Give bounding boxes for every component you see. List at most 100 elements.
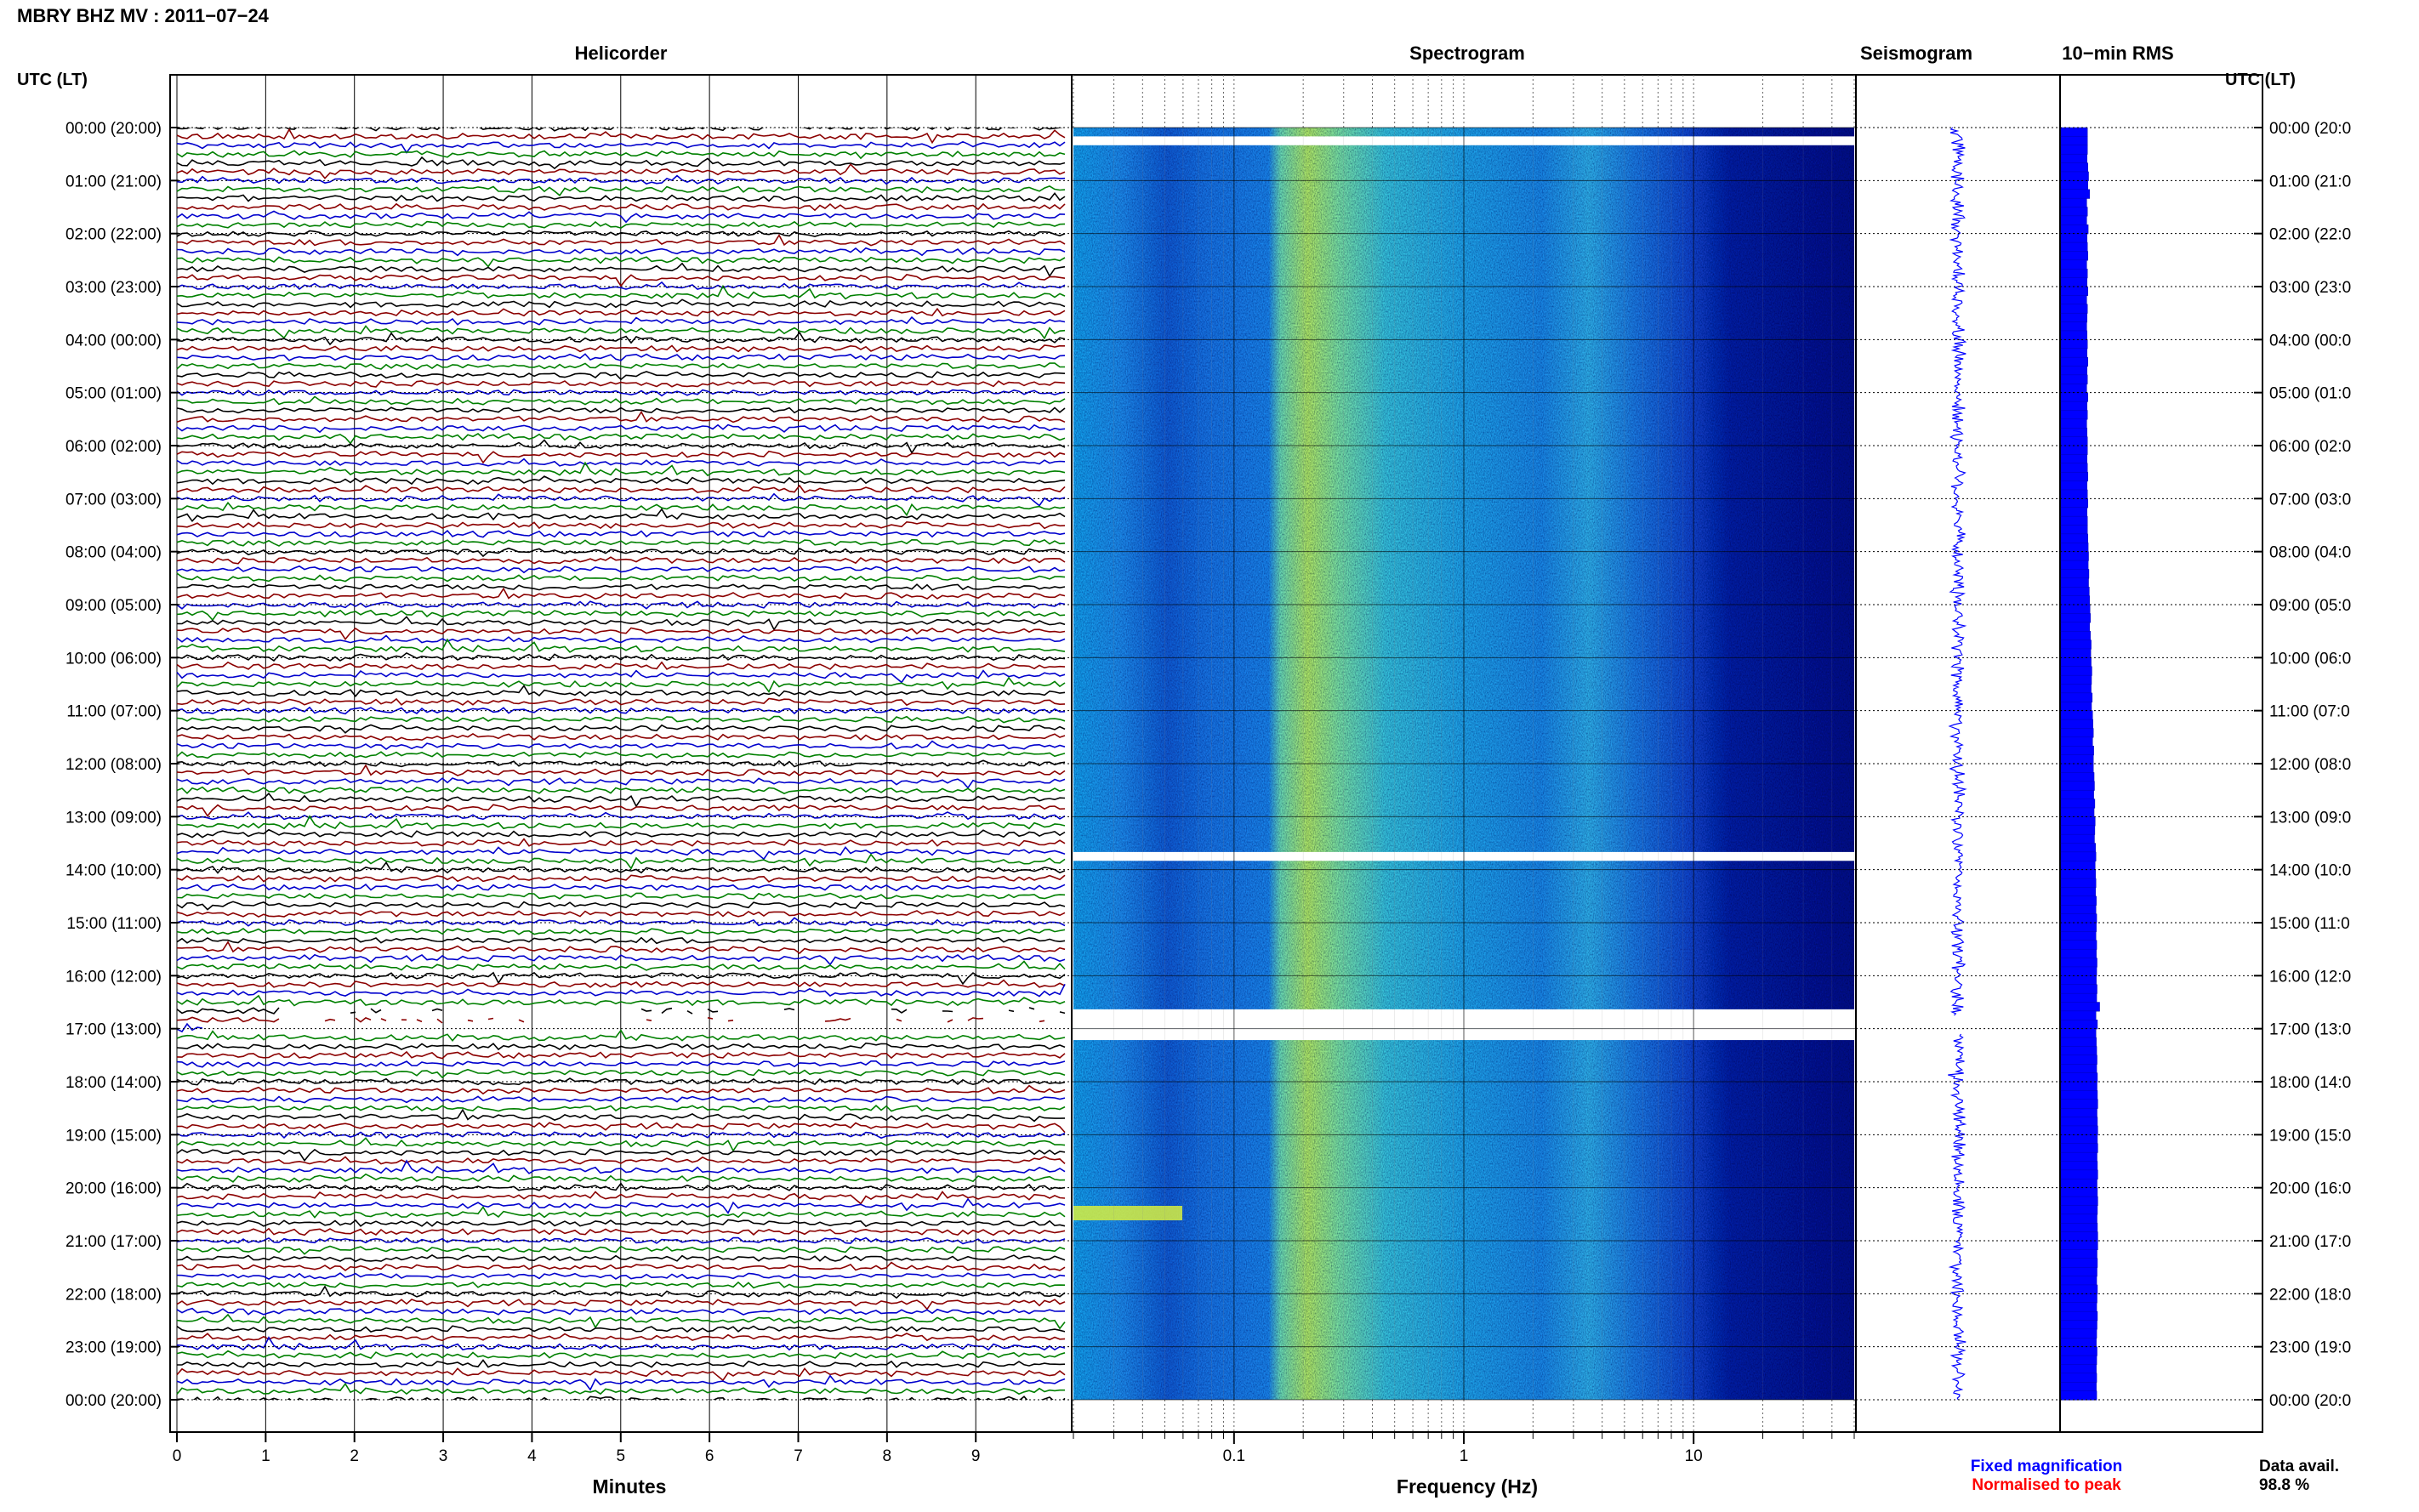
helicorder-trace-row bbox=[176, 1029, 1066, 1043]
rms-bar bbox=[2060, 931, 2097, 941]
rms-bar bbox=[2060, 622, 2091, 632]
rms-bar bbox=[2060, 454, 2088, 464]
time-label-right: 12:00 (08:0 bbox=[2269, 756, 2351, 774]
rms-bar bbox=[2060, 145, 2088, 155]
helicorder-trace-row bbox=[176, 676, 1066, 694]
legend-fixed-magnification: Fixed magnification bbox=[1971, 1458, 2122, 1475]
helicorder-trace-row bbox=[176, 936, 1066, 945]
helicorder-trace-row bbox=[176, 538, 1066, 547]
rms-bar bbox=[2060, 1293, 2097, 1304]
helicorder-trace-row bbox=[176, 792, 1066, 808]
helicorder-trace-row bbox=[176, 458, 1066, 467]
rms-bar bbox=[2060, 1187, 2098, 1197]
helicorder-trace-row bbox=[176, 210, 1066, 224]
rms-bar bbox=[2060, 851, 2097, 861]
time-label-right: 17:00 (13:0 bbox=[2269, 1021, 2351, 1039]
helicorder-trace-row bbox=[176, 786, 1066, 794]
rms-bar bbox=[2060, 1090, 2098, 1100]
time-labels-left: 00:00 (20:00) 01:00 (21:00) 02:00 (22:00) 0… bbox=[65, 120, 162, 1410]
time-label-right: 11:00 (07:0 bbox=[2269, 703, 2350, 721]
rms-bar bbox=[2060, 321, 2087, 332]
helicorder-trace-row bbox=[176, 371, 1066, 381]
rms-bar bbox=[2060, 595, 2091, 605]
rms-bar bbox=[2060, 533, 2088, 543]
rms-bar bbox=[2060, 878, 2097, 889]
time-label-left: 11:00 (07:00) bbox=[66, 703, 162, 721]
minute-tick-label: 1 bbox=[261, 1447, 270, 1465]
rms-bar bbox=[2060, 833, 2095, 844]
rms-bar bbox=[2060, 719, 2093, 730]
time-label-right: 06:00 (02:0 bbox=[2269, 438, 2351, 456]
helicorder-trace-row bbox=[176, 1084, 1066, 1095]
data-availability-label: Data avail. bbox=[2259, 1458, 2339, 1475]
rms-bar bbox=[2060, 384, 2087, 394]
rms-bar bbox=[2060, 763, 2094, 773]
helicorder-trace-row bbox=[176, 1382, 1065, 1395]
helicorder-trace-row bbox=[176, 697, 1066, 707]
time-label-left: 22:00 (18:00) bbox=[65, 1286, 162, 1304]
time-label-left: 18:00 (14:00) bbox=[65, 1074, 162, 1092]
helicorder-trace-row bbox=[176, 389, 1066, 397]
rms-bar bbox=[2060, 772, 2095, 782]
minute-tick-label: 4 bbox=[527, 1447, 537, 1465]
rms-bar bbox=[2060, 648, 2092, 658]
helicorder-trace-row bbox=[176, 928, 1066, 935]
rms-bar bbox=[2060, 1214, 2097, 1224]
helicorder-trace-row bbox=[176, 1173, 1066, 1183]
helicorder-trace-row bbox=[176, 804, 1066, 817]
frequency-axis-label: Frequency (Hz) bbox=[1397, 1475, 1538, 1498]
helicorder-trace-row bbox=[176, 1350, 1066, 1360]
rms-bar bbox=[2060, 692, 2093, 702]
helicorder-trace-row bbox=[176, 1007, 1066, 1015]
rms-bar bbox=[2060, 1320, 2097, 1330]
rms-bar bbox=[2060, 1373, 2097, 1383]
time-label-left: 03:00 (23:00) bbox=[65, 279, 162, 297]
rms-bar bbox=[2060, 286, 2088, 296]
rms-bar bbox=[2060, 816, 2096, 827]
rms-bar bbox=[2060, 242, 2088, 253]
rms-bar bbox=[2060, 197, 2087, 208]
rms-bar bbox=[2060, 480, 2088, 491]
legend-normalised-to-peak: Normalised to peak bbox=[1972, 1476, 2121, 1494]
data-availability-value: 98.8 % bbox=[2259, 1476, 2309, 1494]
helicorder-trace-row bbox=[176, 651, 1066, 662]
rms-bar bbox=[2060, 958, 2097, 968]
time-label-right: 16:00 (12:0 bbox=[2269, 968, 2351, 986]
helicorder-trace-row bbox=[176, 759, 1066, 768]
helicorder-trace-row bbox=[176, 587, 1066, 600]
helicorder-trace-row bbox=[176, 128, 1066, 145]
helicorder-trace-row bbox=[176, 661, 1066, 670]
helicorder-trace-row bbox=[176, 1197, 1066, 1214]
rms-bar bbox=[2060, 127, 2088, 137]
rms-bar bbox=[2060, 940, 2097, 950]
helicorder-trace-row bbox=[176, 501, 1066, 517]
rms-bar bbox=[2060, 233, 2088, 243]
helicorder-trace-row bbox=[176, 128, 1064, 132]
helicorder-trace-row bbox=[176, 572, 1066, 583]
minutes-axis-label: Minutes bbox=[593, 1475, 667, 1498]
rms-bar bbox=[2060, 295, 2087, 305]
rms-bar bbox=[2060, 498, 2088, 509]
rms-bar bbox=[2060, 913, 2097, 924]
rms-bar bbox=[2060, 781, 2095, 791]
minute-tick-label: 9 bbox=[971, 1447, 981, 1465]
time-label-right: 00:00 (20:0 bbox=[2269, 120, 2351, 138]
rms-bar bbox=[2060, 1302, 2097, 1312]
rms-bar bbox=[2060, 1072, 2098, 1083]
rms-bar bbox=[2060, 418, 2087, 429]
time-label-left: 17:00 (13:00) bbox=[65, 1021, 162, 1039]
rms-bar bbox=[2060, 1390, 2097, 1401]
time-label-left: 07:00 (03:00) bbox=[65, 491, 162, 509]
helicorder-trace-row bbox=[176, 1060, 1066, 1068]
rms-bar bbox=[2060, 366, 2088, 376]
rms-bar bbox=[2060, 966, 2097, 976]
rms-bar bbox=[2060, 1081, 2097, 1091]
helicorder-trace-row bbox=[176, 262, 1066, 278]
helicorder-traces bbox=[176, 128, 1066, 1400]
minute-tick-label: 0 bbox=[173, 1447, 182, 1465]
helicorder-trace-row bbox=[176, 1272, 1066, 1281]
rms-bar bbox=[2060, 1382, 2097, 1392]
rms-bar bbox=[2060, 604, 2091, 614]
helicorder-trace-row bbox=[176, 845, 1066, 861]
rms-bar bbox=[2060, 1276, 2097, 1286]
